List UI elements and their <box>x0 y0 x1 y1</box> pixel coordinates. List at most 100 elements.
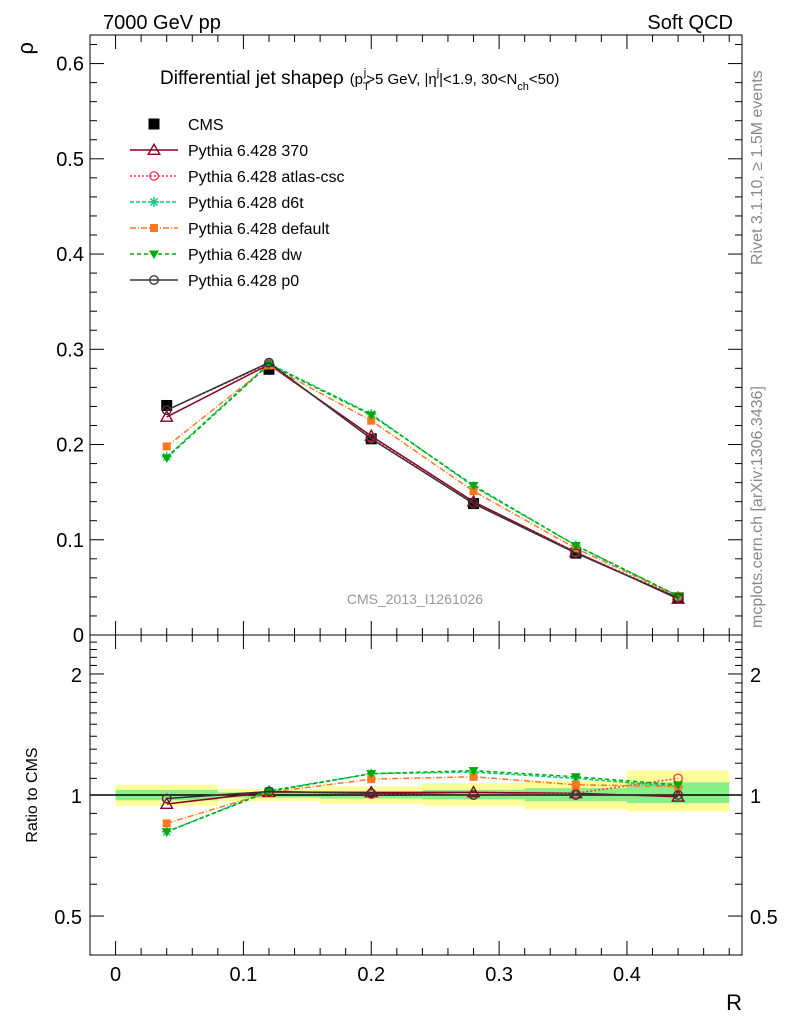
band-inner-5 <box>626 782 730 804</box>
y-tick-label-0: 0 <box>73 625 84 647</box>
ratio-series-5-point-0 <box>161 793 172 804</box>
x-tick-label-3: 0.3 <box>485 964 513 986</box>
rivet-label: Rivet 3.1.10, ≥ 1.5M events <box>749 70 766 265</box>
x-tick-label-4: 0.4 <box>613 964 641 986</box>
series-5-point-4 <box>570 541 581 551</box>
ratio-series-0-point-0 <box>159 796 174 809</box>
title-cond-T: T <box>363 81 370 93</box>
title-cond-j2: j <box>436 67 439 79</box>
legend-item-3: Pythia 6.428 d6t <box>130 195 304 212</box>
x-axis-label: R <box>726 990 742 1015</box>
series-4-point-2 <box>367 416 376 425</box>
y-tick-label-6: 0.6 <box>56 54 84 76</box>
ratio-series-4-point-4 <box>570 773 581 782</box>
series-6-point-0 <box>161 405 172 416</box>
series-line-2 <box>166 362 679 598</box>
main-panel: 0 0.1 0.2 0.3 0.4 0.5 0.6 Differential jet sha… <box>56 34 743 647</box>
legend-label-3: Pythia 6.428 d6t <box>188 195 304 212</box>
series-6-point-3 <box>468 498 479 509</box>
ratio-y-tick-label-right-0: 0.5 <box>750 907 778 929</box>
legend-label-5: Pythia 6.428 dw <box>188 247 302 264</box>
legend-marker-3-stroke <box>149 197 159 207</box>
legend-label-6: Pythia 6.428 p0 <box>188 273 299 290</box>
legend-item-4: Pythia 6.428 default <box>130 221 330 238</box>
ratio-series-3-point-3 <box>469 772 478 781</box>
series-6 <box>161 357 683 603</box>
legend-marker-5 <box>149 250 159 259</box>
legend-marker-2 <box>149 171 159 181</box>
legend-marker-6 <box>149 275 159 285</box>
series-1-point-0 <box>159 409 174 422</box>
legend: CMS Pythia 6.428 370 Pythia 6.428 atlas-cs… <box>130 117 345 290</box>
title-cond-end: <50) <box>529 71 559 88</box>
legend-marker-0 <box>148 118 160 130</box>
ratio-series-5-point-5 <box>673 790 683 800</box>
series-line-3 <box>166 362 679 597</box>
watermark: CMS_2013_I1261026 <box>347 591 483 607</box>
y-tick-label-4: 0.4 <box>56 244 84 266</box>
series-4-point-3 <box>469 487 478 496</box>
legend-item-6: Pythia 6.428 p0 <box>130 273 299 290</box>
title-rho: ρ <box>333 68 344 89</box>
ratio-series-5 <box>161 786 683 804</box>
series-6-point-2 <box>366 433 377 444</box>
ratio-y-tick-label-1: 1 <box>71 786 82 808</box>
series-line-6 <box>166 361 679 599</box>
ratio-series-4-point-2 <box>366 770 377 779</box>
series-5-point-2 <box>366 411 377 420</box>
ratio-series-3-point-0 <box>162 819 171 828</box>
title-cond-ch: ch <box>517 81 529 93</box>
ratio-series-3-point-2 <box>367 775 376 784</box>
ratio-series-5-point-2 <box>366 788 377 799</box>
series-5-point-3 <box>468 481 479 491</box>
y-tick-label-2: 0.2 <box>56 435 84 457</box>
y-tick-label-3: 0.3 <box>56 339 84 361</box>
x-tick-label-0: 0 <box>110 964 121 986</box>
ratio-series-4-point-3 <box>468 767 479 776</box>
series-line-5 <box>166 363 679 597</box>
series-4-point-0 <box>162 442 171 451</box>
legend-label-2: Pythia 6.428 atlas-csc <box>188 169 345 186</box>
ratio-y-tick-label-2: 2 <box>71 665 82 687</box>
title-cond-p: (p <box>350 71 363 88</box>
y-axis-label-ratio: Ratio to CMS <box>24 747 41 842</box>
title-cond-j1: j <box>363 67 366 79</box>
header-left: 7000 GeV pp <box>103 12 221 34</box>
ratio-series-4 <box>161 767 684 837</box>
series-6-point-4 <box>570 548 581 558</box>
y-axis-label-main: ρ <box>13 42 38 55</box>
y-tick-label-1: 0.1 <box>56 530 84 552</box>
legend-item-0: CMS <box>148 117 224 134</box>
series-5-point-0 <box>161 454 172 463</box>
title-cond-mid2: |<1.9, 30<N <box>439 71 517 88</box>
title-cond-mid: >5 GeV, |η <box>366 71 436 88</box>
legend-item-2: Pythia 6.428 atlas-csc <box>130 169 345 186</box>
chart-title: Differential jet shapeρ (pTj>5 GeV, |ηj|<… <box>160 67 559 93</box>
ratio-series-4-point-5 <box>673 781 684 790</box>
ratio-panel: 0.5 0.5 1 1 2 2 0 0.1 0.2 0.3 0.4 <box>54 634 778 986</box>
mcplots-label: mcplots.cern.ch [arXiv:1306.3436] <box>749 386 766 628</box>
y-tick-label-5: 0.5 <box>56 149 84 171</box>
ratio-series-4-point-0 <box>161 828 172 837</box>
legend-label-0: CMS <box>188 117 224 134</box>
ratio-series-5-point-1 <box>264 786 274 797</box>
series-6-point-1 <box>264 357 274 368</box>
legend-label-4: Pythia 6.428 default <box>188 221 330 238</box>
legend-marker-1 <box>147 142 161 156</box>
series-6-point-5 <box>673 592 683 603</box>
header-right: Soft QCD <box>647 12 733 34</box>
legend-marker-3 <box>149 197 159 207</box>
ratio-series-line-4 <box>166 769 679 833</box>
ratio-y-tick-label-right-1: 1 <box>750 786 761 808</box>
legend-marker-4 <box>150 224 158 232</box>
ratio-series-line-0 <box>166 791 679 805</box>
ratio-series-5-point-3 <box>468 790 479 800</box>
title-main: Differential jet shape <box>160 68 333 89</box>
ratio-y-tick-label-0: 0.5 <box>54 907 82 929</box>
legend-label-1: Pythia 6.428 370 <box>188 143 308 160</box>
ratio-series-0-point-2 <box>364 785 379 798</box>
ratio-series-5-point-4 <box>570 790 581 800</box>
series-line-4 <box>166 364 679 597</box>
legend-item-1: Pythia 6.428 370 <box>130 142 308 160</box>
